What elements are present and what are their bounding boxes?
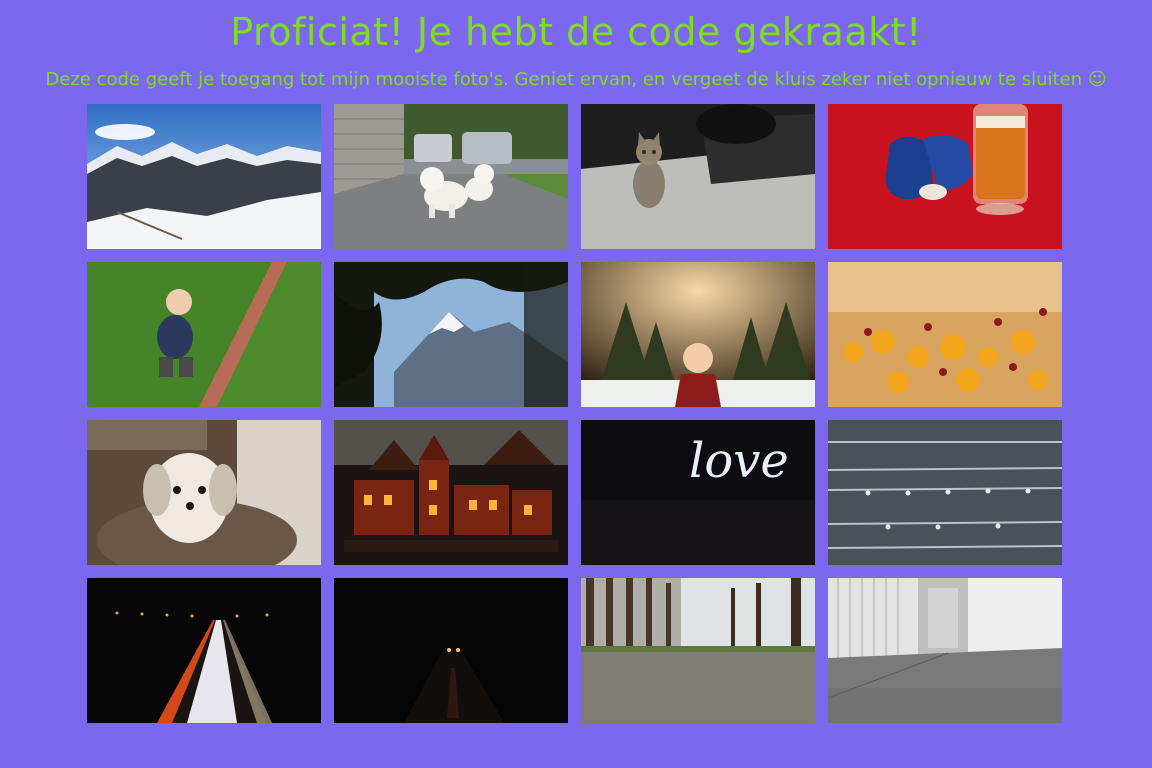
photo-light-painting[interactable]: love [581, 420, 815, 565]
photo-golden-bokeh-beads[interactable] [828, 262, 1062, 407]
photo-raindrops-image [828, 420, 1062, 565]
photo-dog-portrait[interactable] [87, 420, 321, 565]
photo-child-in-winter-forest[interactable] [581, 262, 815, 407]
photo-gallery: love [87, 104, 1063, 723]
photo-corridor-image [828, 578, 1062, 723]
photo-raindrops-on-wires[interactable] [828, 420, 1062, 565]
page-title: Proficiat! Je hebt de code gekraakt! [230, 10, 922, 54]
photo-dog-portrait-image [87, 420, 321, 565]
photo-village-image [334, 420, 568, 565]
photo-light-trails-night-road[interactable] [87, 578, 321, 723]
photo-corridor-floor[interactable] [828, 578, 1062, 723]
photo-dark-road-image [334, 578, 568, 723]
photo-white-dog-on-driveway[interactable] [334, 104, 568, 249]
light-painting-text: love [689, 433, 789, 489]
photo-miniature-christmas-village[interactable] [334, 420, 568, 565]
photo-tree-lined-road[interactable] [581, 578, 815, 723]
page-subtitle: Deze code geeft je toegang tot mijn mooi… [45, 69, 1107, 90]
photo-light-painting-image: love [581, 420, 815, 565]
photo-laughing-toddler-on-grass[interactable] [87, 262, 321, 407]
photo-kitten[interactable] [581, 104, 815, 249]
photo-mountain-through-trees[interactable] [334, 262, 568, 407]
photo-white-dog-image [334, 104, 568, 249]
photo-dark-night-road[interactable] [334, 578, 568, 723]
photo-child-forest-image [581, 262, 815, 407]
photo-mountain-trees-image [334, 262, 568, 407]
photo-gloves-beer-image [828, 104, 1062, 249]
photo-snowy-mountains[interactable] [87, 104, 321, 249]
photo-toddler-image [87, 262, 321, 407]
photo-gloves-and-beer[interactable] [828, 104, 1062, 249]
photo-bokeh-image [828, 262, 1062, 407]
photo-light-trails-image [87, 578, 321, 723]
photo-tree-road-image [581, 578, 815, 723]
photo-kitten-image [581, 104, 815, 249]
photo-snowy-mountains-image [87, 104, 321, 249]
